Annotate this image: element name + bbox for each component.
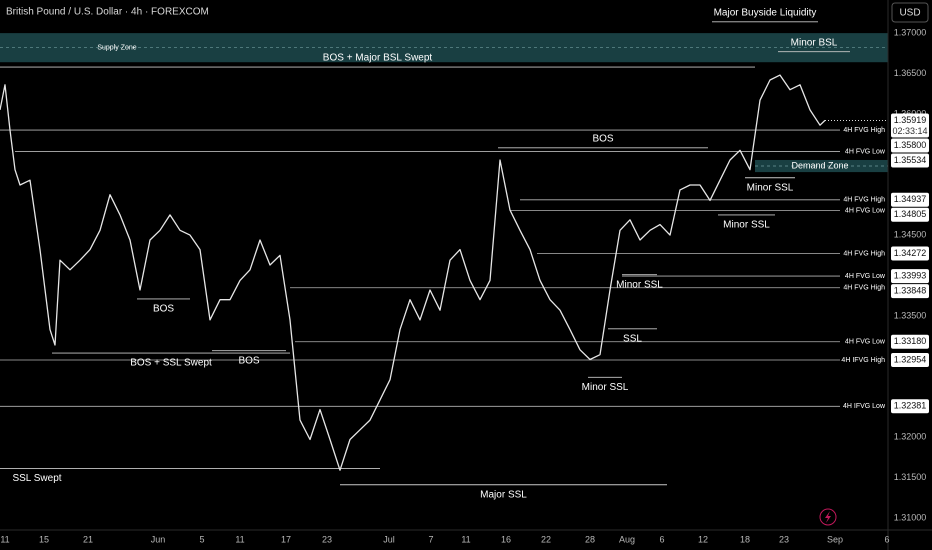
level-price-label: 1.35800 [894,140,927,150]
chart-title: British Pound / U.S. Dollar · 4h · FOREX… [6,7,209,18]
level-name: 4H FVG High [843,250,885,257]
x-tick-label: 11 [0,534,9,544]
level-price-label: 1.33993 [894,270,927,280]
annotation-label: Major Buyside Liquidity [714,7,817,18]
level-price-box [891,153,929,168]
annotation-label: BOS + Major BSL Swept [323,53,433,64]
x-tick-label: 6 [884,534,889,544]
currency-box [891,2,929,23]
x-tick-label: 16 [501,534,511,544]
y-tick-label: 1.36000 [894,108,927,118]
x-tick-label: Jun [151,534,166,544]
level-price-box [891,399,929,414]
annotation-label: Minor SSL [616,279,663,290]
level-price-label: 1.34937 [894,194,927,204]
level-name: 4H FVG High [843,285,885,292]
y-tick-label: 1.33500 [894,310,927,320]
currency: USD [899,8,920,19]
price-line [0,74,826,471]
level-price-box [891,207,929,222]
replay-icon [819,508,837,526]
level-name: 4H FVG High [843,197,885,204]
y-tick-label: 1.31500 [894,472,927,482]
annotation-label: Minor SSL [723,220,770,231]
x-tick-label: 28 [585,534,595,544]
annotation-label: Minor SSL [582,382,629,393]
x-tick-label: 23 [322,534,332,544]
annotation-label: BOS + SSL Swept [130,358,212,369]
level-price-box [891,353,929,368]
level-price-box [891,334,929,349]
x-tick-label: 11 [235,534,244,544]
level-price-label: 1.32954 [894,354,927,364]
annotation-label: BOS [153,304,174,315]
level-price-label: 1.34805 [894,209,927,219]
replay-icon-bolt [825,511,831,523]
level-name: 4H IFVG High [841,357,885,364]
annotation-label: BOS [238,355,259,366]
x-tick-label: Aug [619,534,635,544]
current-price-label: 1.35919 [894,115,927,125]
y-tick-label: 1.34500 [894,229,927,239]
annotation-label: Minor BSL [791,37,838,48]
annotation-label: Major SSL [480,489,527,500]
level-price-box [891,284,929,299]
level-name: 4H FVG High [843,127,885,134]
level-price-box [891,138,929,153]
x-tick-label: 23 [779,534,789,544]
level-name: 4H FVG Low [845,148,886,155]
x-tick-label: 11 [461,534,470,544]
x-tick-label: 17 [281,534,291,544]
x-tick-label: Sep [827,534,843,544]
level-name: 4H FVG Low [845,207,886,214]
x-tick-label: 7 [428,534,433,544]
y-tick-label: 1.32000 [894,431,927,441]
annotation-label: BOS [592,133,613,144]
level-price-box [891,246,929,261]
x-tick-label: 6 [659,534,664,544]
annotation-label: SSL [623,333,642,344]
level-price-label: 1.33848 [894,285,927,295]
level-price-label: 1.34272 [894,248,927,258]
x-tick-label: 15 [39,534,49,544]
level-price-box [891,269,929,284]
current-price-box [891,113,929,138]
zone-label: Supply Zone [97,45,136,52]
countdown: 02:33:14 [892,126,927,136]
level-price-label: 1.33180 [894,336,927,346]
x-tick-label: 18 [740,534,750,544]
annotation-label: SSL Swept [12,473,61,484]
level-price-label: 1.32381 [894,401,927,411]
zone-label: Demand Zone [791,160,848,170]
x-tick-label: Jul [383,534,395,544]
x-tick-label: 22 [541,534,551,544]
level-name: 4H FVG Low [845,273,886,280]
x-tick-label: 12 [698,534,708,544]
level-name: 4H IFVG Low [843,403,886,410]
x-tick-label: 5 [199,534,204,544]
y-tick-label: 1.36500 [894,68,927,78]
level-name: 4H FVG Low [845,339,886,346]
y-tick-label: 1.31000 [894,512,927,522]
y-tick-label: 1.37000 [894,28,927,38]
annotation-label: Minor SSL [747,182,794,193]
level-price-label: 1.35534 [894,155,927,165]
level-price-box [891,192,929,207]
x-tick-label: 21 [83,534,93,544]
